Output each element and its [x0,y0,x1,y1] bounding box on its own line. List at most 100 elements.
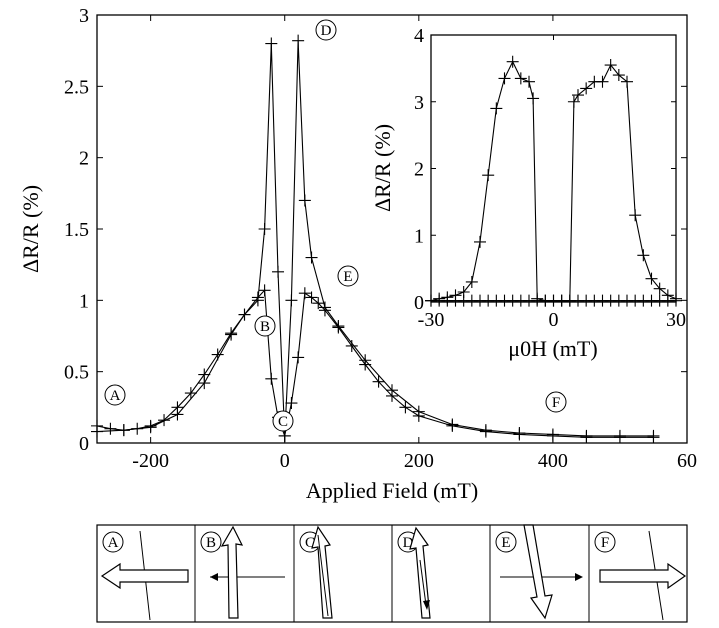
inset-plot-frame [430,34,677,303]
inset-y-axis-label: ΔR/R (%) [370,124,395,212]
inset-series-2-point [567,95,580,108]
magnetization-arrow [311,525,333,619]
main-y-tick-label: 3 [79,5,89,27]
inset-series-2-point [661,289,674,302]
main-series-2-point [318,301,331,314]
inset-y-tick-label: 1 [414,225,424,247]
main-series-2-point [292,34,305,47]
inset-y-tick-label: 2 [414,159,424,181]
field-arrowhead [423,600,430,610]
main-series-2-point [359,354,372,367]
main-series-2-point [225,328,238,341]
main-series-2-point [285,294,298,307]
main-x-tick-label: 60 [677,450,697,472]
main-series-2-point [278,429,291,442]
svg-text:F: F [552,395,560,411]
main-series-2-point [332,320,345,333]
panel-F: F [594,530,687,621]
magnetization-arrow [599,562,687,590]
inset-series-2-point [580,82,593,95]
svg-text:C: C [305,535,315,551]
inset-series-2-point [563,294,576,307]
main-y-axis-label: ΔR/R (%) [18,185,43,273]
inset-series-2-point [604,59,617,72]
inset-x-axis-label: μ0H (mT) [508,336,597,361]
annotation-C: C [272,410,294,432]
field-arrowhead [575,573,583,581]
main-series-2-point [272,265,285,278]
main-series-2-point [238,308,251,321]
main-x-tick-label: -200 [132,450,169,472]
inset-series-2-point [572,89,584,102]
main-series-1-point [345,339,358,352]
main-series-1-line [96,289,654,438]
main-x-tick-label: 200 [404,450,434,472]
panel-A: A [100,530,189,621]
main-series-1-point [184,387,197,400]
inset-series-1-point [523,75,535,88]
main-series-2-point [613,429,626,442]
inset-series-1-point [490,102,503,115]
main-series-2-point [446,418,459,431]
main-series-2-point [546,428,559,441]
main-y-tick-label: 0.5 [64,362,89,384]
svg-text:A: A [110,388,121,404]
inset-series-1-point [527,92,540,105]
svg-text:E: E [501,535,510,551]
annotation-F: F [545,391,567,413]
magnetization-arrow [220,525,244,619]
panel-C: C [299,525,333,619]
field-arrowhead [210,573,218,581]
inset-series-1-point [514,72,527,85]
inset-series-2-point [629,209,642,222]
main-series-1-point [292,351,305,364]
main-series-2-point [91,425,103,438]
field-arrow [317,534,329,617]
inset-x-tick-label: -30 [418,309,445,331]
panel-D: D [397,526,431,619]
annotation-D: D [315,19,337,41]
main-series-1-point [305,291,318,304]
inset-x-tick-label: 30 [666,309,686,331]
main-series-2-point [265,37,278,50]
main-y-tick-label: 1 [79,290,89,312]
inset-series-1-point [474,235,486,248]
main-y-tick-label: 2 [79,148,89,170]
main-series-2-point [144,421,157,434]
magnetization-panels: A B C D E [96,524,688,623]
panel-B: B [200,525,285,619]
inset-series-2-point [670,292,682,305]
main-y-tick-label: 2.5 [64,76,89,98]
inset-series-1-point [506,55,519,68]
main-series-2-point [305,251,318,264]
main-series-2-point [251,294,264,307]
annotation-B: B [254,315,276,337]
inset-series-2-point [653,282,666,295]
main-series-2-point [386,384,398,397]
main-series-2-point [647,429,660,442]
main-y-tick-label: 0 [79,433,89,455]
main-series-1-point [312,297,325,310]
magnetization-arrow [523,524,553,620]
main-series-1-point [258,284,271,297]
main-series-1-point [285,397,298,410]
inset-series-2-point [612,69,625,82]
inset-series-2-point [645,272,658,285]
annotation-A: A [104,384,126,406]
svg-text:C: C [278,414,288,430]
main-series-2-point [479,424,492,437]
main-series-2-point [412,405,425,418]
main-series-2-line [96,40,654,437]
svg-text:A: A [108,535,119,551]
inset-y-tick-label: 4 [414,25,424,47]
inset-x-tick-label: 0 [549,309,559,331]
inset-y-tick-label: 0 [414,292,424,314]
main-series-1-point [158,414,171,427]
inset-series-2-point [596,75,609,88]
main-series-2-point [298,194,311,207]
main-series-2-point [198,377,211,390]
main-series-2-point [513,427,526,440]
